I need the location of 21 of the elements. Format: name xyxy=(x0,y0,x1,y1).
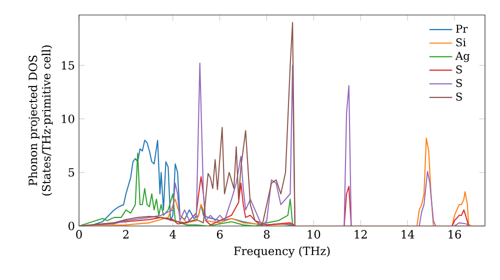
legend-label: S xyxy=(456,79,462,88)
x-tick-label: 16 xyxy=(448,230,461,239)
legend-label: Ag xyxy=(455,52,470,62)
y-tick-label: 0 xyxy=(68,222,74,230)
x-tick-label: 4 xyxy=(170,230,176,238)
x-tick-label: 14 xyxy=(402,230,414,238)
x-tick-label: 0 xyxy=(76,230,82,239)
legend-label: S xyxy=(456,92,462,101)
legend-label: S xyxy=(456,65,462,74)
y-tick-label: 5 xyxy=(68,168,74,177)
x-tick-label: 6 xyxy=(216,230,223,239)
legend-label: Pr xyxy=(456,24,468,33)
x-tick-label: 10 xyxy=(308,230,320,239)
x-axis-title: Frequency (THz) xyxy=(234,246,330,258)
x-tick-label: 2 xyxy=(123,230,128,238)
y-tick-label: 10 xyxy=(62,114,74,124)
x-tick-label: 8 xyxy=(264,230,270,239)
y-tick-label: 15 xyxy=(62,61,74,70)
y-axis-title: Phonon projected DOS (States/THz·primitive cell) xyxy=(28,45,53,196)
x-tick-label: 12 xyxy=(354,230,367,238)
legend-label: Si xyxy=(456,38,466,46)
